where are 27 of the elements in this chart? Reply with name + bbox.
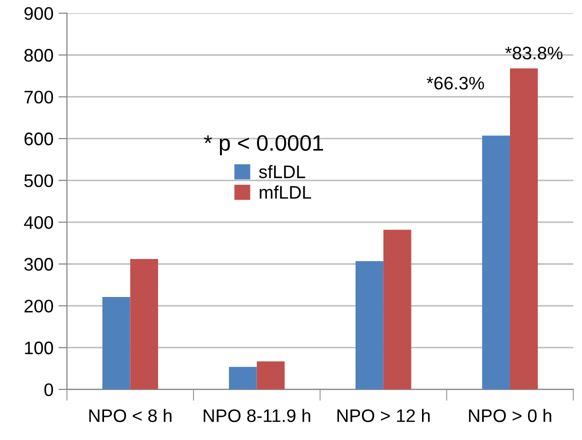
y-tick-label: 700 <box>24 90 54 104</box>
x-tick-label: NPO < 8 h <box>89 408 172 422</box>
x-tick-label: NPO 8-11.9 h <box>204 408 310 422</box>
bar <box>102 297 130 390</box>
y-tick-label: 400 <box>24 216 54 229</box>
y-tick-label: 300 <box>24 258 54 271</box>
bar <box>510 68 538 390</box>
y-tick-label: 500 <box>24 174 54 188</box>
y-tick-label: 0 <box>44 383 54 396</box>
bar <box>383 230 412 390</box>
y-tick-label: 800 <box>24 48 54 62</box>
bar <box>228 366 257 390</box>
annotation: *83.8% <box>505 46 562 60</box>
bar <box>356 261 384 390</box>
legend-label: mfLDL <box>260 186 312 199</box>
legend-label: sfLDL <box>259 165 306 178</box>
x-tick-label: NPO > 12 h <box>337 408 430 422</box>
x-tick-label: NPO > 0 h <box>469 408 552 422</box>
bar <box>482 136 510 390</box>
bar <box>130 258 158 390</box>
bar <box>256 361 285 390</box>
y-tick-label: 100 <box>24 342 54 354</box>
annotation: *66.3% <box>426 76 484 90</box>
y-tick-label: 900 <box>24 7 54 20</box>
y-tick-label: 200 <box>24 300 54 313</box>
annotation: * p < 0.0001 <box>204 135 324 156</box>
y-tick-label: 600 <box>24 132 54 146</box>
